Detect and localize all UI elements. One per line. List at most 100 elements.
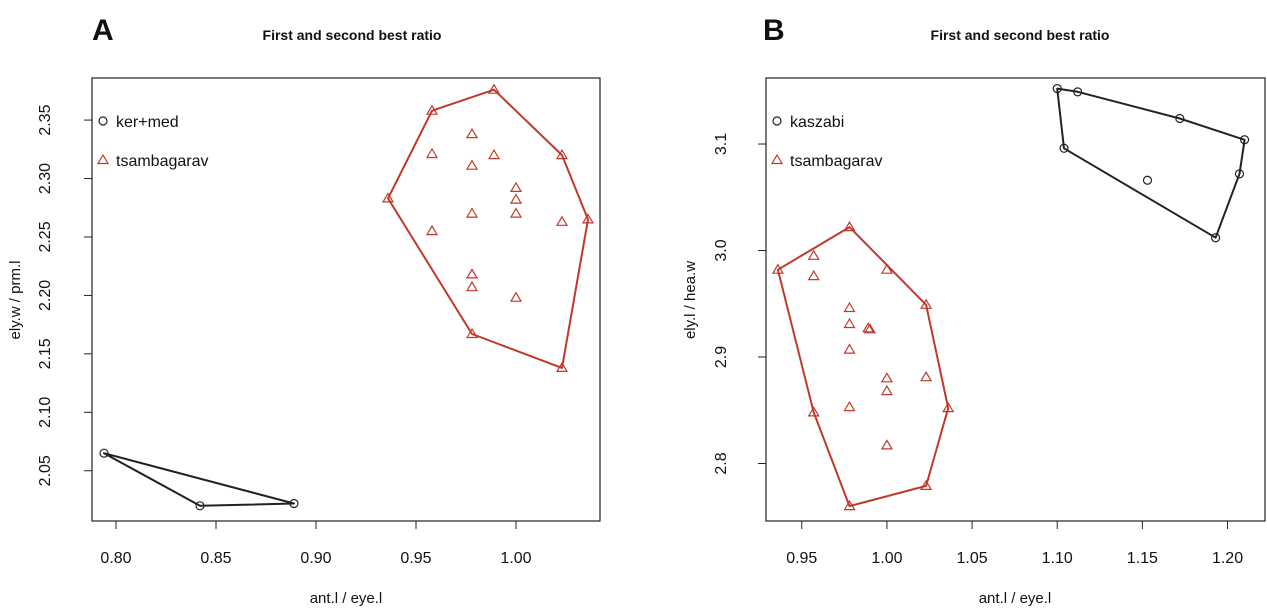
data-point-triangle <box>581 213 595 224</box>
legend-triangle-marker <box>770 153 784 165</box>
y-axis-label: ely.w / prm.l <box>7 261 24 340</box>
x-tick-label: 1.10 <box>1042 550 1073 567</box>
data-point-triangle <box>509 181 523 192</box>
data-point-circle <box>1211 233 1221 243</box>
data-point-triangle <box>920 479 933 490</box>
axis-ticks: 0.95 1.00 1.05 1.10 1.15 1.20 2.8 2.9 3.0 3.1 <box>713 133 1243 567</box>
data-point-triangle <box>425 224 439 236</box>
hull-outline <box>1056 87 1246 239</box>
data-point-circle <box>289 498 299 509</box>
x-tick-label: 1.00 <box>500 550 531 567</box>
y-tick-label: 2.8 <box>713 452 730 474</box>
data-point-triangle <box>509 291 523 302</box>
legend-circle-marker <box>98 116 108 126</box>
data-point-triangle <box>465 207 479 218</box>
data-point-triangle <box>465 268 479 279</box>
hull-outline <box>103 452 295 507</box>
y-axis-label: ely.l / hea.w <box>682 261 699 339</box>
data-point-triangle <box>487 83 501 94</box>
x-axis-label: ant.l / eye.l <box>310 590 383 607</box>
legend-label: kaszabi <box>790 114 844 131</box>
data-point-circle <box>1073 87 1083 97</box>
data-point-triangle <box>465 159 479 170</box>
x-tick-label: 1.20 <box>1212 550 1243 567</box>
data-point-triangle <box>487 148 501 160</box>
points <box>771 84 1250 511</box>
data-point-circle <box>1239 135 1250 145</box>
y-tick-label: 2.30 <box>37 163 54 194</box>
legend-label: tsambagarav <box>116 153 209 170</box>
legend: ker+med tsambagarav <box>96 114 209 170</box>
data-point-triangle <box>509 193 523 204</box>
data-point-triangle <box>843 499 856 511</box>
x-tick-label: 0.95 <box>786 550 817 567</box>
data-point-circle <box>99 448 109 458</box>
data-point-triangle <box>880 439 893 450</box>
legend-triangle-marker <box>96 153 110 165</box>
plot-frame <box>91 77 601 522</box>
y-tick-label: 3.0 <box>713 239 730 261</box>
data-point-circle <box>1175 113 1185 124</box>
data-point-triangle <box>555 215 569 226</box>
data-point-triangle <box>465 127 479 139</box>
data-point-triangle <box>509 207 523 218</box>
x-tick-label: 0.80 <box>100 550 131 567</box>
data-point-triangle <box>555 361 569 372</box>
legend-label: tsambagarav <box>790 153 883 170</box>
legend-label: ker+med <box>116 114 179 131</box>
data-point-circle <box>1234 169 1245 179</box>
x-axis-label: ant.l / eye.l <box>979 590 1052 607</box>
data-point-triangle <box>880 263 893 274</box>
x-tick-label: 1.00 <box>871 550 902 567</box>
data-point-triangle <box>843 220 856 232</box>
data-point-circle <box>1142 175 1153 185</box>
data-point-triangle <box>920 298 933 309</box>
data-point-triangle <box>843 317 856 329</box>
data-point-triangle <box>880 372 893 383</box>
data-point-triangle <box>425 104 439 115</box>
data-point-triangle <box>920 371 933 382</box>
data-point-triangle <box>771 263 784 274</box>
data-point-triangle <box>862 322 875 333</box>
y-tick-label: 2.9 <box>713 346 730 368</box>
panel-b: B First and second best ratio ant.l / ey… <box>682 14 1266 607</box>
y-tick-label: 2.15 <box>37 338 54 369</box>
panel-a: A First and second best ratio ant.l / ey… <box>7 14 601 607</box>
y-tick-label: 2.25 <box>37 221 54 252</box>
data-point-triangle <box>807 249 820 260</box>
hulls <box>776 87 1246 508</box>
y-tick-label: 2.20 <box>37 280 54 311</box>
data-point-circle <box>1059 143 1069 153</box>
data-point-triangle <box>843 343 856 354</box>
data-point-triangle <box>843 301 856 313</box>
x-tick-label: 1.05 <box>957 550 988 567</box>
y-tick-label: 2.05 <box>37 455 54 486</box>
chart-title: First and second best ratio <box>931 27 1110 43</box>
data-point-triangle <box>843 400 856 412</box>
data-point-triangle <box>942 401 955 413</box>
plot-frame <box>765 77 1266 522</box>
y-tick-label: 3.1 <box>713 133 730 155</box>
axis-ticks: 0.80 0.85 0.90 0.95 1.00 2.05 2.10 2.15 2.20 2.25… <box>37 104 532 567</box>
legend-circle-marker <box>772 116 782 126</box>
hull-outline <box>387 88 589 369</box>
hulls <box>103 88 589 507</box>
panel-letter: A <box>92 14 114 47</box>
points <box>99 83 595 511</box>
panel-letter: B <box>763 14 785 47</box>
x-tick-label: 0.90 <box>300 550 331 567</box>
data-point-circle <box>195 501 205 511</box>
hull-outline <box>776 226 950 508</box>
y-tick-label: 2.35 <box>37 104 54 135</box>
x-tick-label: 1.15 <box>1127 550 1158 567</box>
data-point-triangle <box>863 323 876 334</box>
data-point-triangle <box>465 327 479 339</box>
data-point-triangle <box>425 147 439 159</box>
data-point-triangle <box>880 384 893 396</box>
x-tick-label: 0.85 <box>200 550 231 567</box>
data-point-circle <box>1052 84 1062 94</box>
legend: kaszabi tsambagarav <box>770 114 883 170</box>
y-tick-label: 2.10 <box>37 397 54 428</box>
data-point-triangle <box>807 406 820 417</box>
